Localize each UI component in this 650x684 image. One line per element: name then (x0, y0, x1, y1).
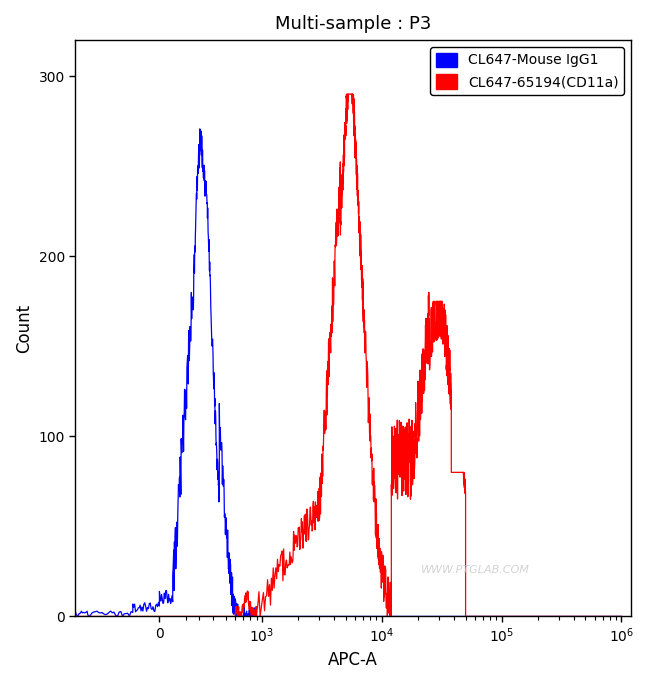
X-axis label: APC-A: APC-A (328, 651, 378, 669)
Y-axis label: Count: Count (15, 304, 33, 353)
Legend: CL647-Mouse IgG1, CL647-65194(CD11a): CL647-Mouse IgG1, CL647-65194(CD11a) (430, 47, 624, 94)
Title: Multi-sample : P3: Multi-sample : P3 (275, 15, 432, 33)
Text: WWW.PTGLAB.COM: WWW.PTGLAB.COM (421, 565, 530, 575)
